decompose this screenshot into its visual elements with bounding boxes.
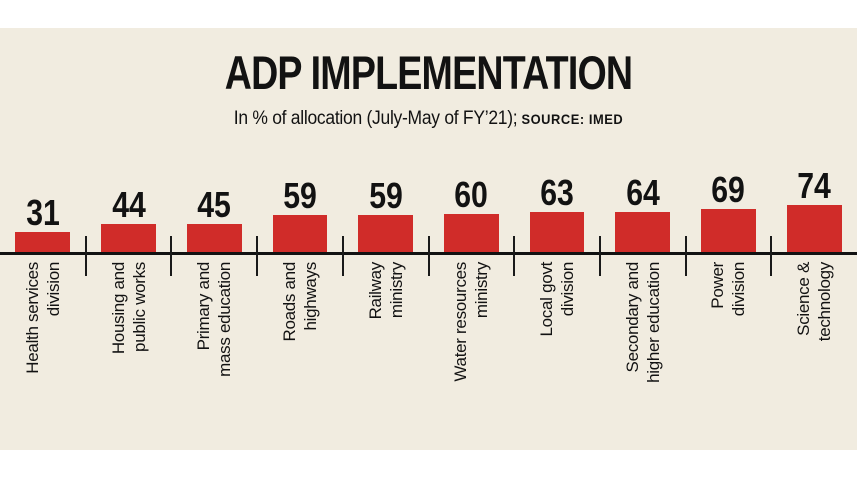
bar: [272, 214, 328, 252]
category-label-cell: Local govt division: [514, 262, 600, 450]
bar-value-label: 74: [797, 165, 831, 207]
divider-tick: [170, 236, 173, 276]
category-label: Housing and public works: [108, 262, 150, 447]
bar-value-label: 59: [368, 174, 403, 216]
subtitle-text: In % of allocation (July-May of FY’21);: [233, 108, 518, 129]
bar-column: 74: [771, 132, 857, 252]
category-label-cell: Power division: [686, 262, 772, 450]
bar-column: 59: [343, 132, 429, 252]
category-label-line1: Secondary and: [622, 262, 642, 373]
category-label-line1: Science &: [794, 262, 814, 336]
category-label-line2: technology: [815, 262, 835, 342]
category-label-cell: Science & technology: [771, 262, 857, 450]
category-label: Secondary and higher education: [622, 262, 664, 447]
category-label: Health services division: [22, 262, 64, 447]
category-label-cell: Health services division: [0, 262, 86, 450]
chart-subtitle: In % of allocation (July-May of FY’21); …: [34, 108, 822, 130]
category-label-cell: Roads and highways: [257, 262, 343, 450]
bar: [701, 208, 756, 252]
category-label-line2: mass education: [215, 262, 235, 377]
category-label-cell: Railway ministry: [343, 262, 429, 450]
bar-value-label: 45: [197, 183, 232, 225]
category-label-line2: public works: [129, 262, 149, 352]
bars-row: 31 44 45 59 59 60 63 64 69 74: [0, 132, 857, 252]
bar: [443, 214, 499, 252]
category-label-line1: Power: [708, 262, 728, 309]
bar: [529, 212, 585, 252]
category-label-line1: Railway: [365, 262, 385, 320]
bar-column: 31: [0, 132, 86, 252]
category-label-line2: ministry: [472, 262, 492, 319]
bar-value-label: 31: [26, 192, 60, 234]
category-label-line1: Roads and: [279, 262, 299, 342]
bar: [186, 223, 242, 252]
category-label: Science & technology: [793, 262, 835, 447]
bar: [615, 211, 671, 252]
bar-value-label: 59: [283, 174, 317, 216]
bar-column: 44: [86, 132, 172, 252]
category-label: Power division: [707, 262, 749, 447]
category-label-cell: Secondary and higher education: [600, 262, 686, 450]
category-label: Primary and mass education: [193, 262, 235, 447]
divider-tick: [84, 236, 87, 276]
category-label-line1: Primary and: [194, 262, 214, 351]
category-label: Local govt division: [536, 262, 578, 447]
category-label-line2: higher education: [643, 262, 663, 383]
category-label-line2: division: [558, 262, 578, 317]
bar-column: 60: [429, 132, 515, 252]
category-label-line2: ministry: [386, 262, 406, 319]
category-label-line2: division: [43, 262, 63, 317]
bar-column: 64: [600, 132, 686, 252]
category-label-line1: Health services: [22, 262, 42, 374]
bar-value-label: 63: [540, 172, 574, 214]
bar: [15, 232, 71, 252]
bar: [101, 224, 156, 252]
category-label-line2: highways: [300, 262, 320, 331]
bar-value-label: 44: [111, 184, 146, 226]
bar: [786, 205, 842, 252]
bar-column: 59: [257, 132, 343, 252]
category-label-line1: Local govt: [537, 262, 557, 337]
chart-title: ADP IMPLEMENTATION: [224, 46, 633, 99]
divider-tick: [684, 236, 687, 276]
bar-value-label: 69: [711, 168, 746, 210]
category-label-cell: Primary and mass education: [171, 262, 257, 450]
divider-tick: [427, 236, 430, 276]
divider-tick: [341, 236, 344, 276]
bar-value-label: 64: [625, 171, 660, 213]
category-labels-row: Health services division Housing and pub…: [0, 262, 857, 450]
source-label: SOURCE: IMED: [521, 111, 624, 127]
divider-tick: [256, 236, 259, 276]
divider-tick: [598, 236, 601, 276]
category-label-line1: Water resources: [451, 262, 471, 382]
bar-value-label: 60: [454, 174, 489, 216]
category-label-line2: division: [729, 262, 749, 317]
divider-tick: [770, 236, 773, 276]
bar-column: 45: [171, 132, 257, 252]
bar-column: 63: [514, 132, 600, 252]
category-label-cell: Housing and public works: [86, 262, 172, 450]
divider-tick: [513, 236, 516, 276]
category-label: Railway ministry: [365, 262, 407, 447]
chart-panel: ADP IMPLEMENTATION In % of allocation (J…: [0, 28, 857, 450]
category-label: Water resources ministry: [450, 262, 492, 447]
category-label-line1: Housing and: [108, 262, 128, 355]
category-label: Roads and highways: [279, 262, 321, 447]
bar: [358, 214, 414, 252]
category-label-cell: Water resources ministry: [429, 262, 515, 450]
bar-column: 69: [686, 132, 772, 252]
